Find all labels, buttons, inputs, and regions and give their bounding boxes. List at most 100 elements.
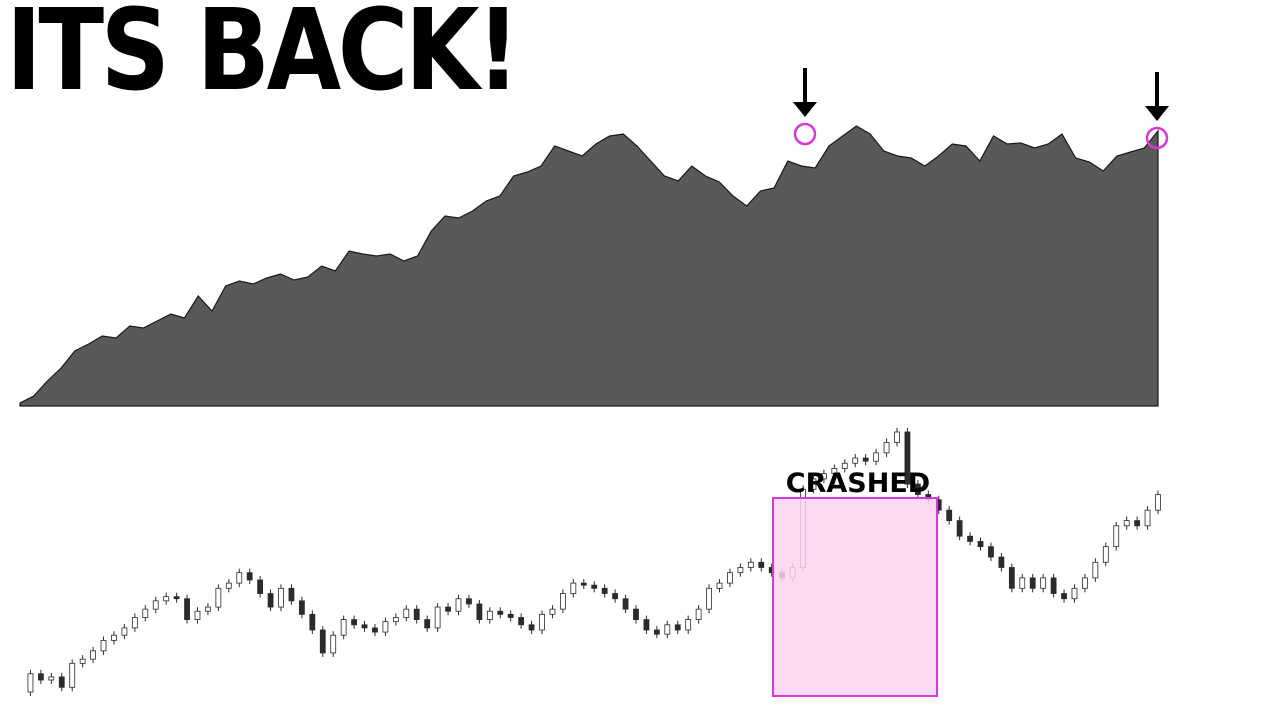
candle — [1071, 584, 1078, 603]
candle — [873, 448, 880, 466]
candle — [1092, 558, 1099, 582]
candle — [497, 607, 504, 619]
candle — [507, 610, 514, 622]
candle — [121, 623, 128, 640]
candle — [288, 584, 295, 605]
candle — [946, 506, 953, 525]
crash-highlight — [772, 497, 938, 697]
candle — [257, 575, 264, 598]
candle — [622, 594, 629, 614]
candle — [215, 584, 222, 612]
candle — [653, 625, 660, 639]
candle — [1155, 490, 1161, 515]
candle — [48, 672, 55, 685]
candle — [998, 553, 1005, 572]
candle — [205, 603, 211, 616]
candle — [225, 579, 232, 593]
annotation-layer: CRASHED — [772, 68, 1169, 697]
candle — [633, 605, 639, 624]
candle — [674, 620, 681, 634]
candle — [111, 631, 117, 645]
candle — [298, 596, 305, 619]
candle — [539, 610, 545, 634]
candle — [1134, 516, 1141, 530]
candle — [184, 594, 190, 624]
candle — [246, 568, 253, 584]
candle — [664, 620, 671, 639]
candle — [163, 592, 170, 605]
candle — [737, 563, 744, 577]
candle — [967, 532, 973, 546]
candle — [267, 589, 274, 612]
candle — [591, 581, 598, 593]
candle — [894, 428, 900, 447]
candle — [131, 613, 138, 632]
candle — [528, 620, 535, 634]
candle — [278, 584, 284, 612]
candle — [351, 615, 357, 629]
candle — [90, 646, 96, 664]
area-series — [19, 125, 1159, 407]
candle — [58, 672, 65, 692]
peak-marker — [793, 122, 817, 146]
candle — [403, 605, 410, 622]
candle — [758, 558, 765, 572]
candle — [988, 542, 994, 562]
candle — [1144, 506, 1151, 530]
candle — [37, 669, 44, 685]
candle — [173, 592, 180, 603]
candle — [152, 596, 159, 614]
candle — [695, 605, 702, 624]
candle — [1050, 573, 1057, 598]
candle — [643, 615, 650, 634]
candle — [142, 605, 149, 622]
candle — [382, 617, 389, 637]
candle — [956, 516, 963, 541]
arrow-down-icon — [793, 68, 817, 117]
candle — [455, 594, 462, 616]
candle — [445, 603, 451, 616]
crash-label: CRASHED — [786, 468, 930, 499]
candle — [831, 464, 838, 478]
candle — [977, 537, 984, 551]
candle — [601, 584, 608, 598]
candle — [330, 631, 337, 657]
candle — [424, 615, 431, 632]
candle — [612, 589, 619, 603]
candle — [361, 620, 368, 632]
candle — [100, 636, 107, 655]
candle — [434, 603, 441, 632]
candle — [862, 454, 869, 466]
price-area-chart — [19, 125, 1159, 407]
candle — [810, 474, 817, 494]
candle — [1113, 521, 1120, 551]
candle — [372, 623, 378, 637]
candle — [727, 568, 733, 588]
candle — [883, 438, 890, 457]
candle — [1102, 542, 1109, 567]
arrow-down-icon — [1145, 72, 1169, 121]
candle — [1082, 573, 1088, 593]
candle — [1040, 573, 1047, 593]
candle — [486, 607, 493, 624]
candle — [747, 558, 754, 572]
candle — [69, 659, 76, 692]
candle — [570, 579, 577, 598]
candle — [392, 613, 399, 626]
candle — [716, 579, 723, 593]
headline: ITS BACK! — [6, 0, 520, 116]
candle — [1008, 563, 1015, 593]
candle — [685, 615, 692, 634]
candle — [1061, 589, 1067, 603]
candle — [309, 610, 316, 634]
candle — [914, 480, 921, 499]
candle — [706, 584, 712, 614]
candle — [340, 615, 347, 640]
candle — [476, 599, 483, 624]
candle — [1123, 516, 1130, 530]
peak-marker — [1145, 126, 1169, 150]
candle — [79, 655, 86, 668]
candle — [549, 605, 556, 619]
candle — [319, 625, 326, 657]
